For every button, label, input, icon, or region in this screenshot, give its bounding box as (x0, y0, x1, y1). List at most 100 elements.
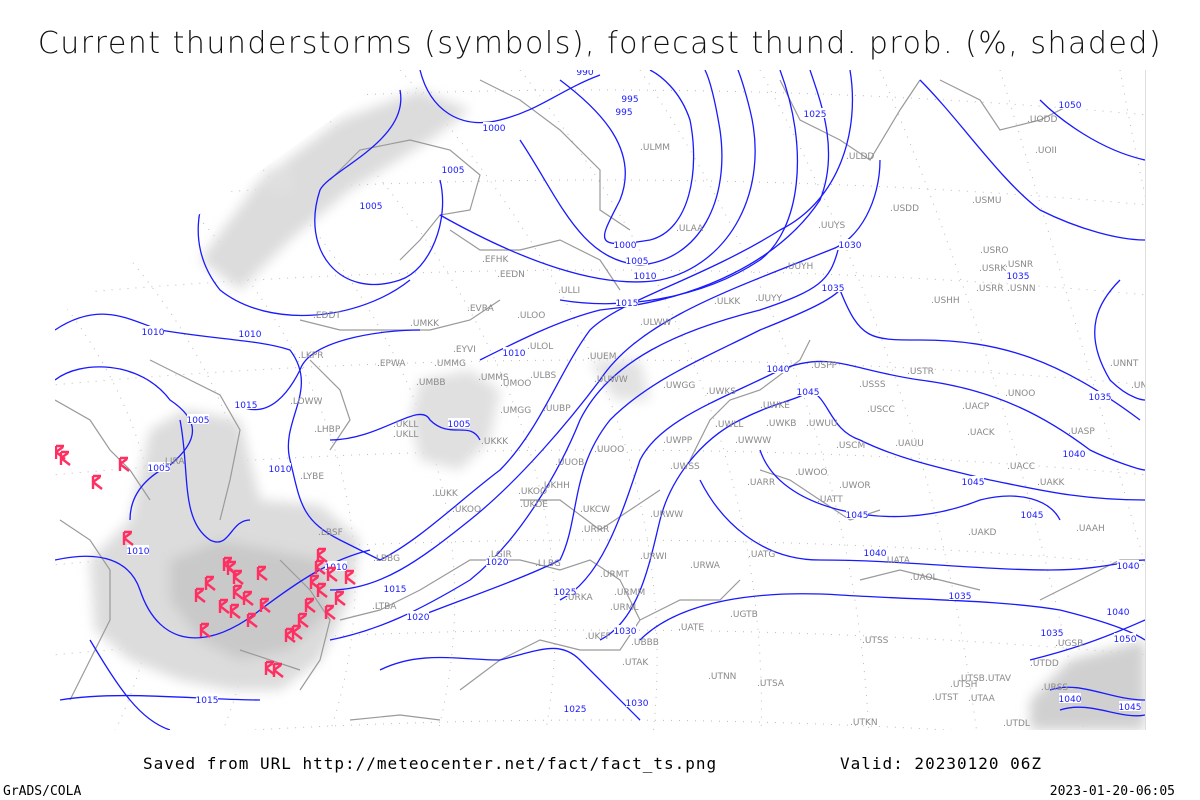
station-label: .UTAV (985, 674, 1012, 684)
thunderstorm-icon (199, 622, 211, 638)
isobar-label-bg (839, 239, 861, 249)
station-label: .ULWW (640, 318, 672, 328)
station-label: .UTST (932, 693, 959, 703)
isobar-label-bg (486, 556, 508, 566)
station-label: .USPP (811, 361, 838, 371)
station-label: .ULOL (527, 342, 553, 352)
isobar-label: 1020 (407, 613, 430, 623)
thunderstorm-icon (259, 597, 271, 613)
station-label: .URMM (614, 588, 645, 598)
isobar-label-bg (1059, 693, 1081, 703)
station-label: .LOWW (290, 397, 323, 407)
station-label: .UAKK (1037, 478, 1066, 488)
station-label: .UUEM (587, 352, 617, 362)
station-label: .USDD (890, 204, 919, 214)
thunderstorm-icon (232, 584, 244, 600)
parallel-line (55, 89, 1145, 121)
station-label: .UKHH (541, 481, 570, 491)
thunderstorm-icon (256, 565, 268, 581)
software-credit: GrADS/COLA (3, 784, 82, 799)
thunderstorm-icon (326, 566, 338, 582)
thunderstorm-icon (222, 556, 234, 572)
thunderstorm-icon (344, 569, 356, 585)
station-label: .UWUU (806, 419, 838, 429)
isobar-label-bg (1119, 701, 1141, 711)
station-label: .UKCW (580, 505, 610, 515)
meridian-line (519, 70, 762, 730)
station-label: .UTSA (757, 679, 785, 689)
station-label: .UUOB (555, 458, 584, 468)
station-label: .ULOO (517, 311, 545, 321)
coastlines-borders (55, 79, 1145, 721)
isobar-label-bg (574, 70, 596, 76)
station-label: .UWGG (663, 381, 695, 391)
parallel-line (55, 629, 1145, 661)
station-label: .UUOO (594, 445, 624, 455)
station-label: .USRK (979, 264, 1007, 274)
station-label: .UKKK (481, 437, 509, 447)
station-label: .UWPP (663, 436, 693, 446)
isobar-label: 1005 (187, 416, 210, 426)
isobar-label-bg (1107, 606, 1129, 616)
source-url-text: Saved from URL http://meteocenter.net/fa… (143, 754, 718, 773)
thunderstorm-icon (204, 575, 216, 591)
thunderstorm-icon (55, 444, 66, 460)
station-label: .UTDD (1030, 659, 1059, 669)
isobar-label-bg (634, 270, 656, 280)
thunderstorm-icon (118, 456, 130, 472)
isobar-label-bg (1089, 391, 1111, 401)
station-label: .UWOR (839, 481, 871, 491)
station-label: .UOII (1035, 146, 1057, 156)
thunderstorm-icon (291, 624, 303, 640)
isobar-label: 1035 (949, 592, 972, 602)
station-label: .UUYS (818, 221, 846, 231)
station-label: .URSS (1041, 683, 1068, 693)
station-label: .UGSB (1055, 639, 1083, 649)
thunderstorm-icon (194, 587, 206, 603)
station-label: .ULKK (714, 297, 741, 307)
station-label: .UASP (1068, 427, 1095, 437)
isobar-label-bg (384, 583, 406, 593)
isobar-label: 1010 (634, 272, 657, 282)
station-label: .UMMG (434, 359, 466, 369)
isobar-label: 1010 (239, 330, 262, 340)
thunderstorm-icon (297, 612, 309, 628)
station-label: .LBBG (373, 554, 400, 564)
station-label: .UGTB (730, 610, 758, 620)
station-label: .UODD (1027, 115, 1057, 125)
isobar-label-bg (614, 625, 636, 635)
station-label: .LBSF (318, 528, 343, 538)
thunderstorm-icon (122, 530, 134, 546)
station-label: .URWI (640, 552, 667, 562)
station-label: .UWLL (715, 420, 743, 430)
station-label: .UKLL (393, 420, 418, 430)
isobar-label: 1045 (1021, 511, 1044, 521)
isobar-label: 995 (621, 95, 638, 105)
station-label: .UAOL (910, 573, 938, 583)
isobar-label-bg (822, 282, 844, 292)
station-label: .EFHK (482, 255, 509, 265)
station-label: .UAUU (895, 439, 924, 449)
isobar-label: 1025 (564, 705, 587, 715)
thunderstorm-icon (316, 547, 328, 563)
isobar-label: 1005 (148, 464, 171, 474)
station-label: .USNN (1007, 284, 1036, 294)
station-label: .EDDT (313, 311, 341, 321)
station-label: .ULMM (640, 143, 670, 153)
station-label: .UTSS (862, 636, 889, 646)
station-label: .UWSS (670, 462, 700, 472)
station-label: .LUKK (432, 489, 459, 499)
station-labels: .EFHK .EEDN .ULLI .ULOO .EVRA .EDDT .UMKK .EPWA… (162, 115, 1145, 729)
station-label: .UATG (748, 550, 775, 560)
station-label: .UUWW (594, 375, 628, 385)
isobar-label: 1020 (486, 558, 509, 568)
isobar-label-bg (1041, 627, 1063, 637)
station-label: .UATA (884, 556, 911, 566)
station-label: .LTBA (372, 602, 397, 612)
isobar-label-bg (626, 697, 648, 707)
station-label: .EEDN (497, 270, 525, 280)
station-label: .UWKS (706, 387, 736, 397)
station-label: .UATE (678, 623, 704, 633)
isobar-label-bg (187, 414, 209, 424)
station-label: .UTSH (950, 680, 977, 690)
